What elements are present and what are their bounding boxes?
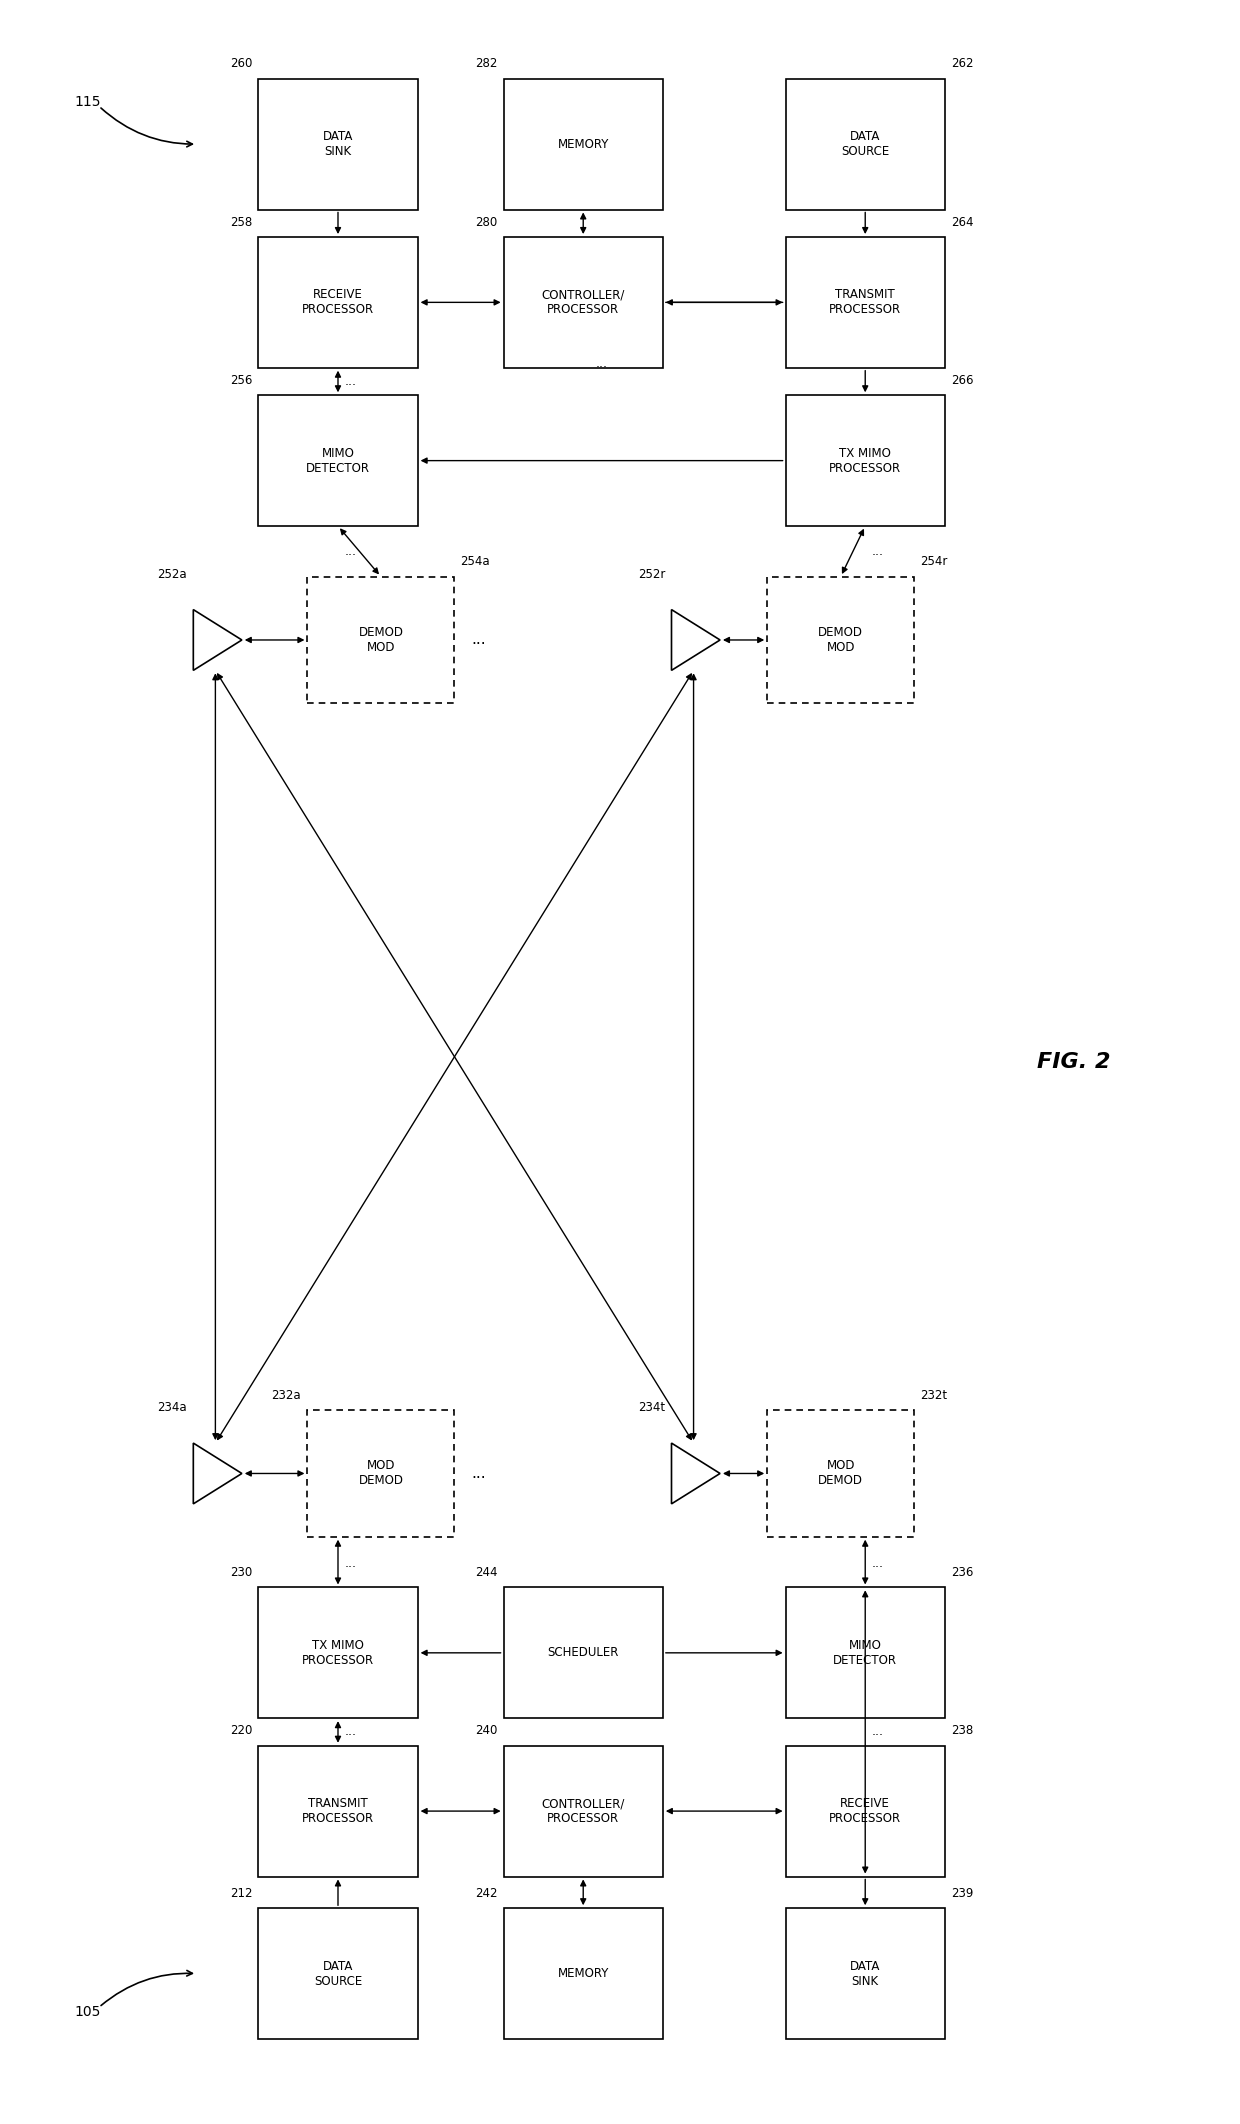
Text: 252a: 252a — [157, 567, 187, 580]
Text: ...: ... — [471, 1466, 486, 1480]
FancyBboxPatch shape — [258, 1907, 418, 2039]
Text: MEMORY: MEMORY — [558, 138, 609, 151]
Text: MIMO
DETECTOR: MIMO DETECTOR — [306, 446, 370, 474]
Text: RECEIVE
PROCESSOR: RECEIVE PROCESSOR — [830, 1797, 901, 1825]
FancyBboxPatch shape — [503, 1587, 663, 1718]
Text: ...: ... — [872, 1557, 883, 1570]
Text: 115: 115 — [74, 96, 100, 108]
Text: ...: ... — [345, 546, 356, 559]
FancyBboxPatch shape — [785, 1587, 945, 1718]
FancyBboxPatch shape — [258, 395, 418, 527]
Text: 212: 212 — [229, 1886, 252, 1899]
Text: 262: 262 — [951, 57, 973, 70]
Text: TX MIMO
PROCESSOR: TX MIMO PROCESSOR — [301, 1640, 374, 1667]
FancyBboxPatch shape — [258, 1587, 418, 1718]
Text: ...: ... — [595, 357, 608, 370]
Text: 260: 260 — [229, 57, 252, 70]
Text: TX MIMO
PROCESSOR: TX MIMO PROCESSOR — [830, 446, 901, 474]
FancyBboxPatch shape — [503, 1746, 663, 1875]
Text: ...: ... — [345, 376, 356, 389]
Text: DEMOD
MOD: DEMOD MOD — [818, 627, 863, 654]
FancyBboxPatch shape — [785, 1746, 945, 1875]
Text: 282: 282 — [475, 57, 497, 70]
Text: TRANSMIT
PROCESSOR: TRANSMIT PROCESSOR — [301, 1797, 374, 1825]
Text: ...: ... — [872, 1725, 883, 1737]
Text: 234a: 234a — [157, 1402, 187, 1415]
Text: 244: 244 — [475, 1565, 497, 1578]
Text: 254a: 254a — [460, 554, 490, 569]
FancyBboxPatch shape — [785, 238, 945, 367]
Text: DEMOD
MOD: DEMOD MOD — [358, 627, 403, 654]
Text: 256: 256 — [229, 374, 252, 387]
FancyBboxPatch shape — [503, 79, 663, 210]
Text: 234t: 234t — [639, 1402, 666, 1415]
Text: 264: 264 — [951, 215, 973, 229]
Text: 232a: 232a — [272, 1389, 301, 1402]
Text: 252r: 252r — [639, 567, 666, 580]
FancyBboxPatch shape — [258, 79, 418, 210]
Text: 254r: 254r — [920, 554, 947, 569]
Text: 236: 236 — [951, 1565, 973, 1578]
FancyBboxPatch shape — [308, 1410, 455, 1538]
Text: MEMORY: MEMORY — [558, 1967, 609, 1980]
Text: CONTROLLER/
PROCESSOR: CONTROLLER/ PROCESSOR — [542, 1797, 625, 1825]
Text: DATA
SOURCE: DATA SOURCE — [841, 130, 889, 157]
Text: ...: ... — [471, 633, 486, 648]
FancyBboxPatch shape — [768, 1410, 914, 1538]
FancyBboxPatch shape — [258, 1746, 418, 1875]
FancyBboxPatch shape — [503, 238, 663, 367]
Text: SCHEDULER: SCHEDULER — [548, 1646, 619, 1659]
Text: ...: ... — [345, 1557, 356, 1570]
Text: MIMO
DETECTOR: MIMO DETECTOR — [833, 1640, 898, 1667]
Text: MOD
DEMOD: MOD DEMOD — [358, 1459, 403, 1487]
Text: DATA
SOURCE: DATA SOURCE — [314, 1960, 362, 1988]
FancyBboxPatch shape — [308, 578, 455, 703]
Text: 105: 105 — [74, 2005, 100, 2018]
Text: DATA
SINK: DATA SINK — [322, 130, 353, 157]
FancyBboxPatch shape — [768, 578, 914, 703]
Text: 232t: 232t — [920, 1389, 947, 1402]
FancyBboxPatch shape — [258, 238, 418, 367]
Text: 258: 258 — [229, 215, 252, 229]
Text: FIG. 2: FIG. 2 — [1037, 1051, 1110, 1073]
Text: TRANSMIT
PROCESSOR: TRANSMIT PROCESSOR — [830, 289, 901, 316]
Text: 220: 220 — [229, 1725, 252, 1737]
Text: 242: 242 — [475, 1886, 497, 1899]
Text: 238: 238 — [951, 1725, 973, 1737]
FancyBboxPatch shape — [785, 395, 945, 527]
FancyBboxPatch shape — [503, 1907, 663, 2039]
FancyBboxPatch shape — [785, 1907, 945, 2039]
Text: RECEIVE
PROCESSOR: RECEIVE PROCESSOR — [301, 289, 374, 316]
Text: 239: 239 — [951, 1886, 973, 1899]
Text: DATA
SINK: DATA SINK — [851, 1960, 880, 1988]
FancyBboxPatch shape — [785, 79, 945, 210]
Text: 230: 230 — [229, 1565, 252, 1578]
Text: MOD
DEMOD: MOD DEMOD — [818, 1459, 863, 1487]
Text: 266: 266 — [951, 374, 973, 387]
Text: ...: ... — [872, 546, 883, 559]
Text: 280: 280 — [475, 215, 497, 229]
Text: CONTROLLER/
PROCESSOR: CONTROLLER/ PROCESSOR — [542, 289, 625, 316]
Text: 240: 240 — [475, 1725, 497, 1737]
Text: ...: ... — [345, 1725, 356, 1737]
